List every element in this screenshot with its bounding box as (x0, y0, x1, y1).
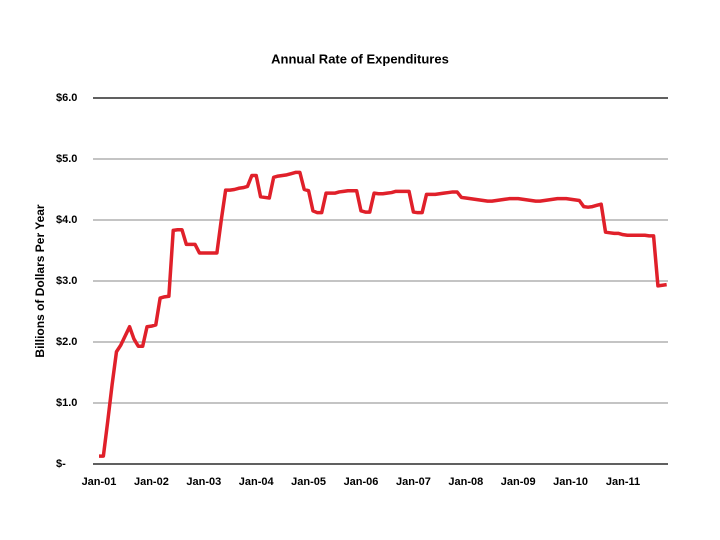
y-tick-label: $3.0 (56, 275, 77, 287)
y-tick-label: $4.0 (56, 214, 77, 226)
x-tick-label: Jan-08 (448, 476, 483, 488)
x-tick-label: Jan-01 (82, 476, 117, 488)
x-tick-label: Jan-02 (134, 476, 169, 488)
x-tick-label: Jan-11 (606, 476, 640, 488)
y-tick-label: $6.0 (56, 92, 77, 104)
y-axis-label: Billions of Dollars Per Year (33, 204, 47, 358)
x-tick-label: Jan-04 (239, 476, 275, 488)
y-tick-label: $1.0 (56, 397, 77, 409)
x-tick-label: Jan-06 (344, 476, 379, 488)
x-tick-label: Jan-10 (553, 476, 588, 488)
x-tick-label: Jan-03 (186, 476, 221, 488)
y-tick-label: $2.0 (56, 336, 77, 348)
chart-title: Annual Rate of Expenditures (271, 51, 449, 66)
x-tick-label: Jan-07 (396, 476, 431, 488)
y-tick-label: $5.0 (56, 153, 77, 165)
data-line (99, 170, 667, 458)
x-tick-label: Jan-09 (501, 476, 536, 488)
x-tick-label: Jan-05 (291, 476, 326, 488)
y-tick-label: $- (56, 458, 66, 470)
